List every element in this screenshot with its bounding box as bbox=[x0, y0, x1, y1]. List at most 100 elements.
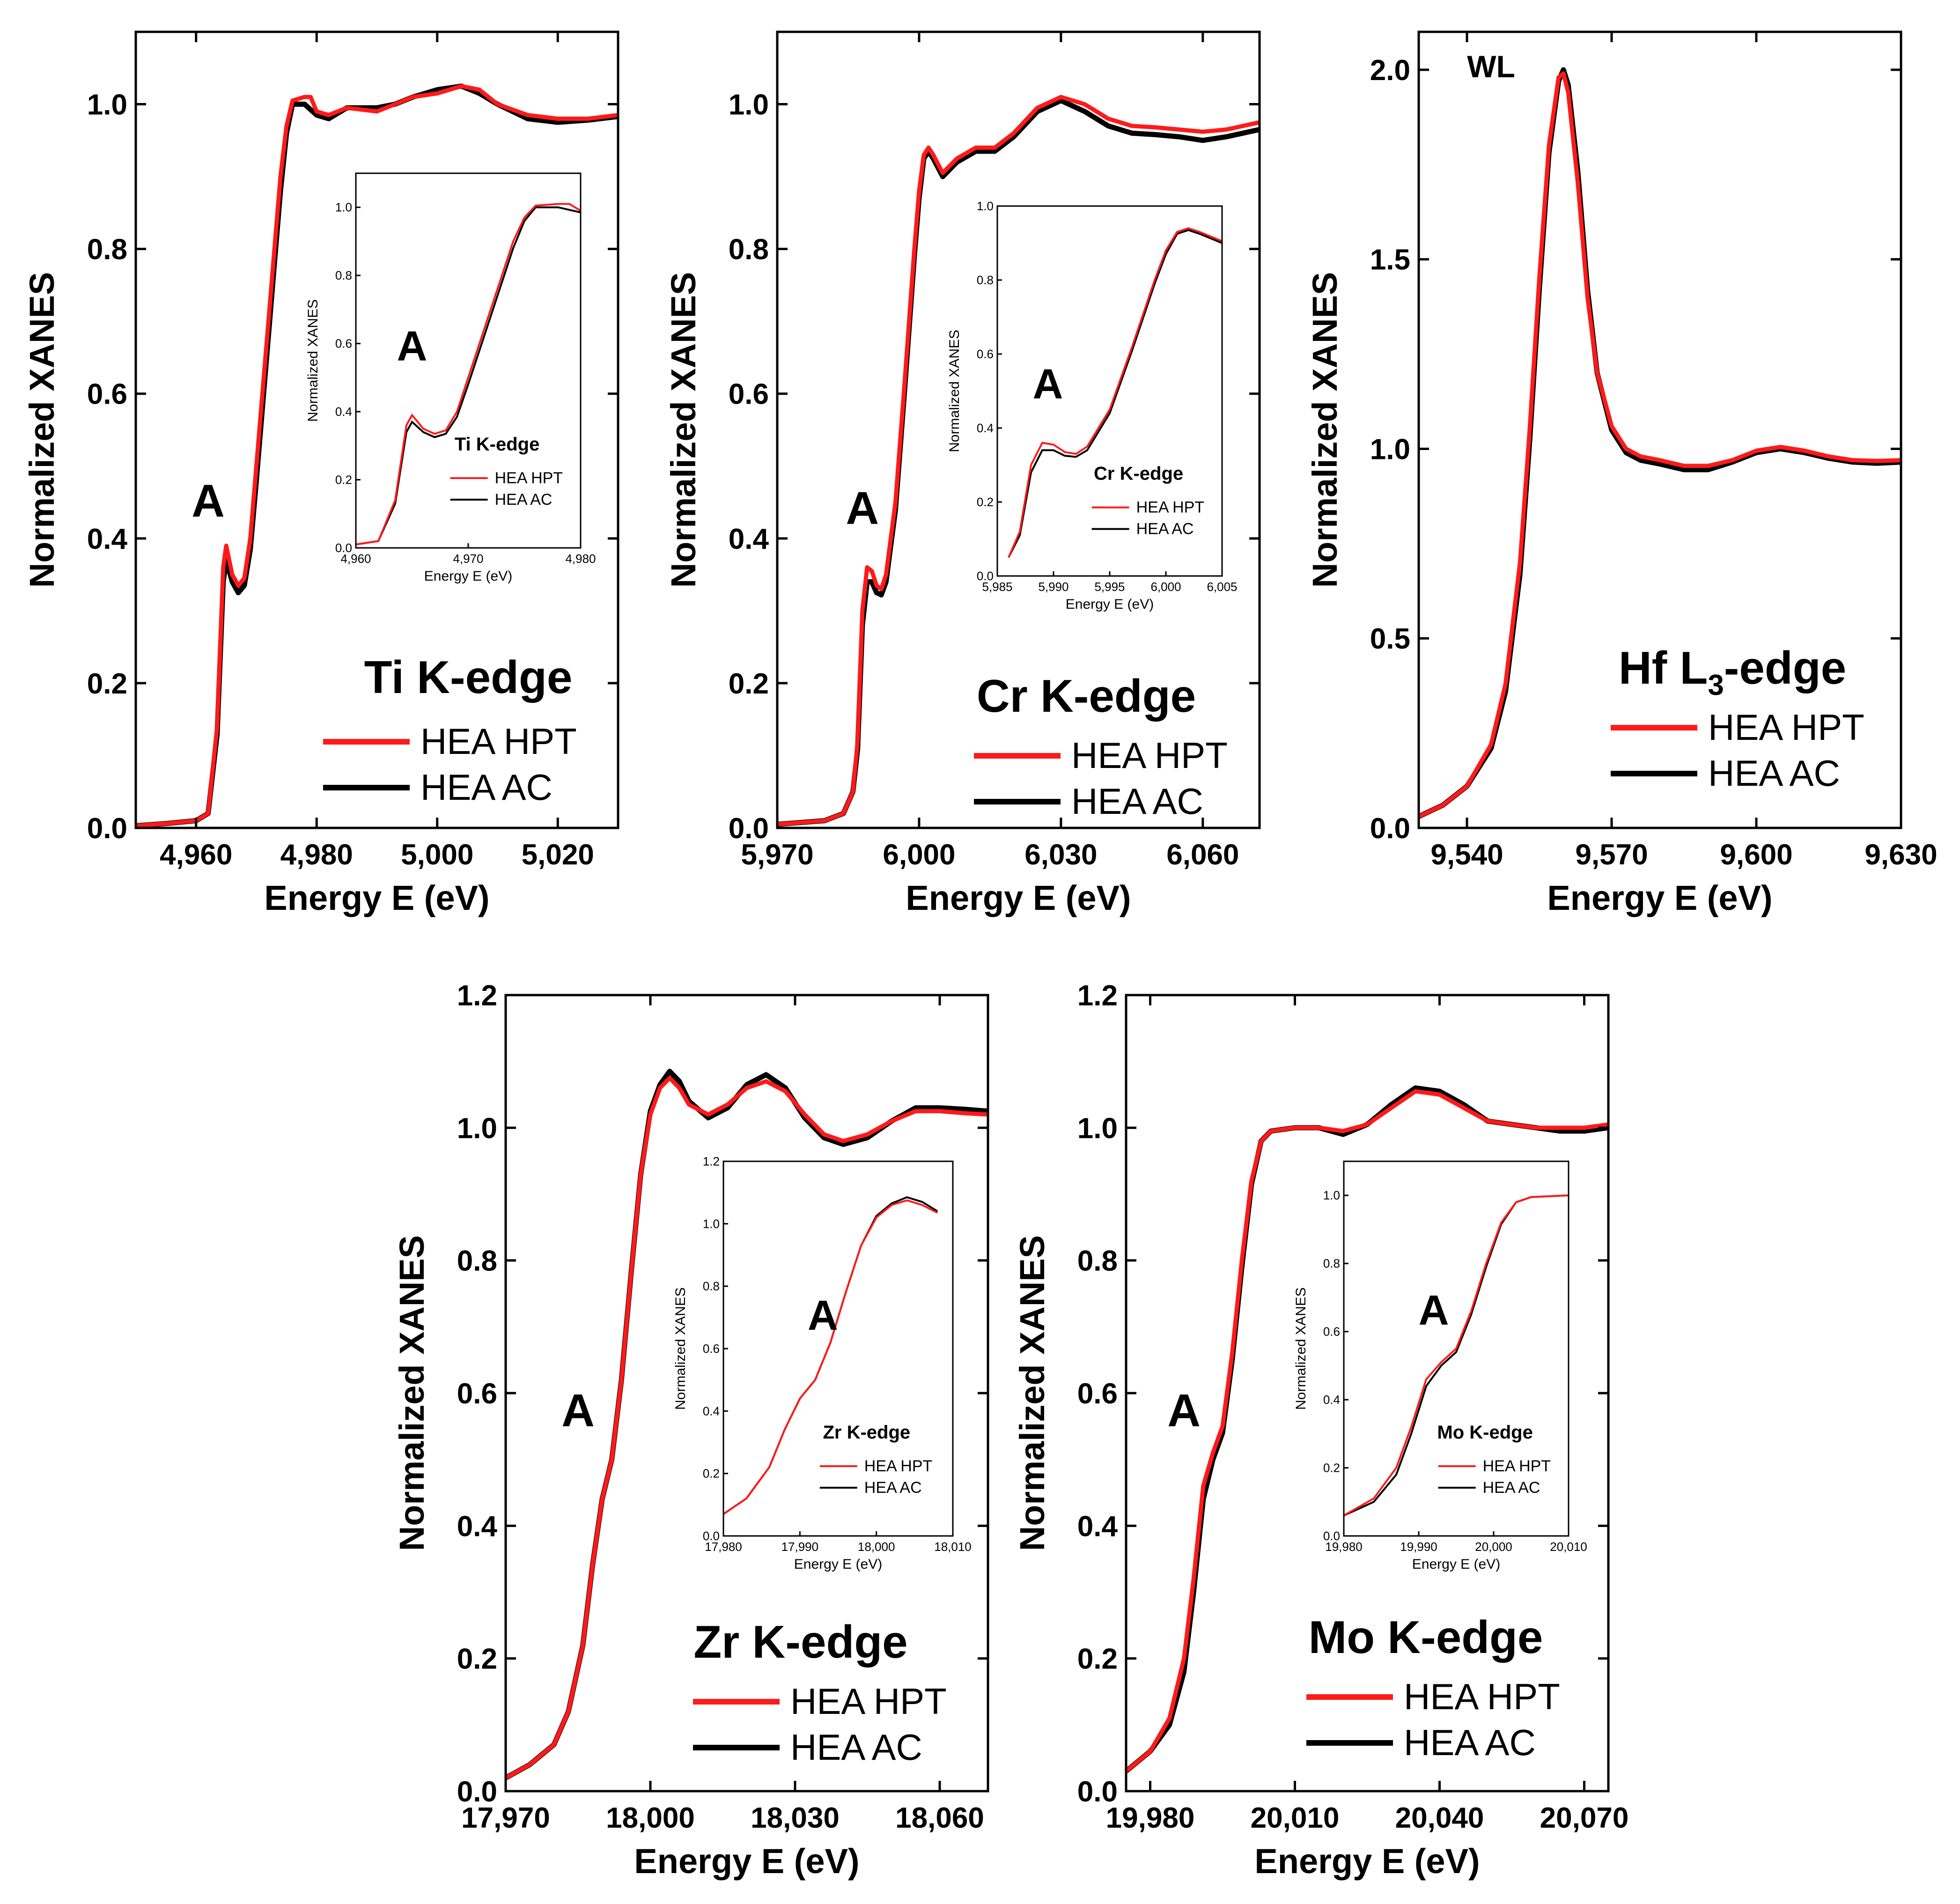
inset-x-tick-label: 4,980 bbox=[565, 552, 596, 566]
x-tick-label: 6,030 bbox=[1024, 839, 1097, 871]
plot-frame bbox=[776, 30, 1261, 829]
inset-x-axis-title: Energy E (eV) bbox=[1412, 1557, 1500, 1572]
inset-y-tick-label: 0.8 bbox=[335, 268, 352, 282]
inset-y-axis-title: Normalized XANES bbox=[673, 1287, 688, 1410]
y-tick-label: 0.2 bbox=[729, 668, 769, 700]
chart-panel-5: 19,980 20,010 20,040 20,0700.00.20.40.60.81… bbox=[1013, 980, 1628, 1881]
y-tick-label: 0.6 bbox=[729, 378, 769, 411]
inset-series-line-hea-hpt bbox=[1343, 1194, 1569, 1517]
inset-legend-label: HEA AC bbox=[1136, 520, 1194, 538]
inset-y-tick-label: 0.8 bbox=[703, 1279, 720, 1293]
y-tick-label: 1.2 bbox=[457, 980, 497, 1012]
series-line-hea-hpt bbox=[504, 1076, 988, 1780]
series-line-hea-hpt bbox=[1418, 71, 1901, 819]
y-tick-label: 1.0 bbox=[1370, 433, 1410, 465]
y-tick-label: 0.4 bbox=[87, 523, 128, 555]
x-tick-label: 6,000 bbox=[883, 839, 955, 871]
inset-y-tick-label: 0.6 bbox=[977, 347, 994, 361]
y-tick-label: 0.0 bbox=[457, 1776, 497, 1808]
inset-y-axis-title: Normalized XANES bbox=[1293, 1287, 1309, 1410]
edge-label-subscript: 3 bbox=[1708, 669, 1724, 701]
inset-legend-label: HEA HPT bbox=[1136, 499, 1204, 517]
chart-panel-1: 4,960 4,980 5,000 5,020 0.0 0.2 0.4 0.6 0.8 1.0 En… bbox=[22, 30, 619, 917]
y-tick-label: 0.8 bbox=[87, 234, 127, 266]
x-tick-label: 9,630 bbox=[1864, 839, 1937, 871]
edge-label: Zr K-edge bbox=[693, 1616, 907, 1668]
edge-label-suffix: -edge bbox=[1724, 642, 1846, 694]
inset-y-tick-label: 0.2 bbox=[977, 495, 994, 509]
x-tick-label: 20,040 bbox=[1395, 1802, 1484, 1834]
y-tick-label: 0.6 bbox=[457, 1378, 497, 1410]
inset-legend-label: HEA AC bbox=[495, 491, 553, 509]
edge-label: Ti K-edge bbox=[364, 651, 573, 703]
inset-y-axis-title: Normalized XANES bbox=[947, 330, 962, 452]
inset-legend-label: HEA AC bbox=[1483, 1479, 1540, 1497]
y-tick-label: 1.0 bbox=[457, 1112, 497, 1144]
x-axis-title: Energy E (eV) bbox=[264, 878, 489, 917]
y-tick-label: 0.6 bbox=[1077, 1378, 1118, 1410]
y-tick-label: 0.0 bbox=[87, 812, 127, 845]
y-tick-label: 0.8 bbox=[729, 234, 769, 266]
inset-x-tick-label: 5,995 bbox=[1094, 580, 1125, 594]
y-axis-title: Normalized XANES bbox=[1305, 272, 1344, 588]
series-line-hea-hpt bbox=[1125, 1089, 1609, 1773]
inset-y-tick-label: 0.0 bbox=[977, 569, 994, 583]
x-axis-title: Energy E (eV) bbox=[634, 1842, 859, 1881]
x-axis-title: Energy E (eV) bbox=[1547, 878, 1772, 917]
inset-x-tick-label: 18,000 bbox=[858, 1540, 895, 1554]
edge-label: Hf L3-edge bbox=[1619, 642, 1846, 701]
series-line-hea-hpt bbox=[135, 84, 619, 828]
y-tick-label: 1.0 bbox=[729, 89, 769, 121]
inset-chart: 4,960 4,970 4,980 0.0 0.2 0.4 0.6 0.8 1.0 Energy … bbox=[305, 172, 596, 584]
y-tick-label: 0.4 bbox=[729, 523, 769, 555]
inset-x-axis-title: Energy E (eV) bbox=[1066, 597, 1154, 612]
inset-x-tick-label: 5,985 bbox=[982, 580, 1012, 594]
legend-label: HEA AC bbox=[790, 1727, 922, 1768]
inset-series-line-hea-ac bbox=[1008, 229, 1223, 558]
inset-background bbox=[997, 206, 1222, 576]
inset-y-axis-title: Normalized XANES bbox=[305, 299, 321, 422]
inset-peak-annotation: A bbox=[1419, 1287, 1449, 1334]
inset-edge-label: Cr K-edge bbox=[1094, 464, 1183, 484]
inset-y-tick-label: 0.4 bbox=[335, 405, 352, 419]
x-tick-label: 9,570 bbox=[1575, 839, 1648, 871]
x-tick-label: 17,970 bbox=[461, 1802, 550, 1834]
inset-x-tick-label: 6,000 bbox=[1150, 580, 1181, 594]
legend-label: HEA HPT bbox=[420, 721, 577, 762]
inset-x-axis-title: Energy E (eV) bbox=[794, 1557, 882, 1572]
inset-y-tick-label: 0.0 bbox=[1323, 1529, 1340, 1543]
inset-x-tick-label: 19,990 bbox=[1400, 1540, 1437, 1554]
x-tick-label: 4,960 bbox=[160, 839, 232, 871]
inset-x-tick-label: 17,980 bbox=[705, 1540, 742, 1554]
y-tick-label: 0.2 bbox=[87, 668, 127, 700]
inset-peak-annotation: A bbox=[1033, 361, 1063, 408]
inset-y-tick-label: 0.0 bbox=[335, 541, 352, 555]
chart-panel-3: 9,540 9,570 9,600 9,630 0.0 0.5 1.0 1.5 2.0 Energ… bbox=[1305, 30, 1938, 917]
y-axis-title: Normalized XANES bbox=[664, 272, 703, 588]
inset-y-tick-label: 1.2 bbox=[703, 1154, 720, 1168]
inset-x-tick-label: 17,990 bbox=[781, 1540, 819, 1554]
y-tick-label: 0.8 bbox=[457, 1245, 497, 1277]
y-tick-label: 0.8 bbox=[1077, 1245, 1118, 1277]
inset-y-tick-label: 1.0 bbox=[335, 200, 352, 214]
inset-chart: 5,985 5,990 5,995 6,000 6,005 0.0 0.2 0.4 0.6 0.8… bbox=[947, 199, 1238, 612]
x-tick-label: 6,060 bbox=[1166, 839, 1239, 871]
inset-y-tick-label: 1.0 bbox=[703, 1217, 720, 1231]
y-tick-label: 0.4 bbox=[457, 1510, 498, 1542]
legend-label: HEA HPT bbox=[790, 1681, 947, 1722]
y-axis-title: Normalized XANES bbox=[392, 1235, 431, 1551]
inset-x-tick-label: 19,980 bbox=[1325, 1540, 1363, 1554]
chart-panel-4: 17,970 18,000 18,030 18,0600.00.20.40.60.81… bbox=[392, 980, 989, 1881]
y-axis-title: Normalized XANES bbox=[22, 272, 61, 588]
inset-x-axis-title: Energy E (eV) bbox=[424, 568, 512, 584]
x-tick-label: 18,000 bbox=[606, 1802, 695, 1834]
inset-y-tick-label: 0.4 bbox=[977, 421, 994, 435]
x-tick-label: 4,980 bbox=[280, 839, 353, 871]
peak-annotation: A bbox=[846, 482, 879, 534]
y-tick-label: 2.0 bbox=[1370, 54, 1410, 87]
y-axis-title: Normalized XANES bbox=[1013, 1235, 1052, 1551]
inset-x-tick-label: 20,000 bbox=[1475, 1540, 1512, 1554]
y-tick-label: 0.2 bbox=[1077, 1643, 1118, 1675]
